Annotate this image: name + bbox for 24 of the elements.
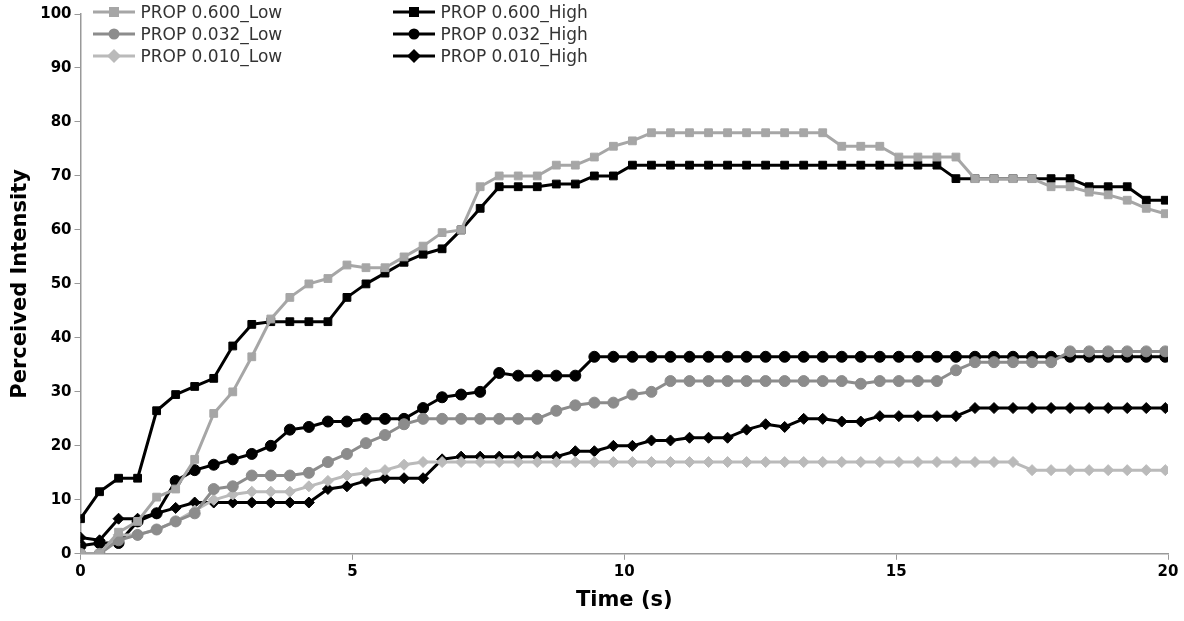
y-tick-label: 50 — [50, 273, 72, 292]
y-tick-label: 20 — [50, 435, 72, 454]
legend-label: PROP 0.032_Low — [140, 24, 283, 44]
y-tick-label: 60 — [50, 219, 72, 238]
legend-label: PROP 0.032_High — [440, 24, 588, 44]
legend-label: PROP 0.600_High — [440, 2, 588, 22]
y-tick-label: 80 — [50, 111, 72, 130]
y-tick-label: 30 — [50, 381, 72, 400]
y-tick-label: 40 — [50, 327, 72, 346]
x-tick-label: 0 — [75, 561, 86, 580]
x-tick-label: 20 — [1157, 561, 1179, 580]
y-tick-label: 70 — [50, 165, 72, 184]
x-tick-label: 5 — [347, 561, 358, 580]
y-tick-label: 100 — [40, 3, 72, 22]
y-axis-title: Perceived Intensity — [7, 168, 32, 399]
x-tick-label: 10 — [613, 561, 635, 580]
y-tick-label: 0 — [61, 543, 72, 562]
y-tick-label: 90 — [50, 57, 72, 76]
legend-label: PROP 0.010_High — [440, 46, 588, 66]
y-tick-label: 10 — [50, 489, 72, 508]
x-tick-label: 15 — [885, 561, 907, 580]
legend-label: PROP 0.600_Low — [140, 2, 283, 22]
legend-label: PROP 0.010_Low — [140, 46, 283, 66]
x-axis-title: Time (s) — [575, 586, 673, 611]
